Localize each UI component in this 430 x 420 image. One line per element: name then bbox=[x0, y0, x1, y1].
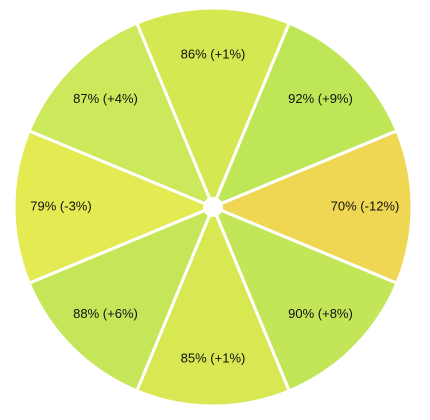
segment-label: 87% (+4%) bbox=[73, 91, 138, 106]
segment bbox=[210, 204, 399, 393]
segment bbox=[12, 128, 217, 286]
segment-label: 85% (+1%) bbox=[181, 350, 246, 365]
segment bbox=[134, 6, 292, 211]
segment bbox=[134, 203, 292, 408]
segment-label: 86% (+1%) bbox=[181, 46, 246, 61]
segment bbox=[27, 204, 216, 393]
segment bbox=[209, 128, 414, 286]
segment-label: 70% (-12%) bbox=[331, 198, 400, 213]
segment-label: 79% (-3%) bbox=[30, 198, 91, 213]
segment bbox=[27, 21, 216, 210]
segment-label: 90% (+8%) bbox=[288, 306, 353, 321]
segment bbox=[210, 21, 399, 210]
segment-label: 92% (+9%) bbox=[288, 91, 353, 106]
segment-label: 88% (+6%) bbox=[73, 306, 138, 321]
center-hole bbox=[203, 197, 223, 217]
